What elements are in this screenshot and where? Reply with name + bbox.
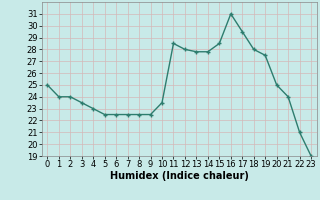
X-axis label: Humidex (Indice chaleur): Humidex (Indice chaleur) <box>110 171 249 181</box>
